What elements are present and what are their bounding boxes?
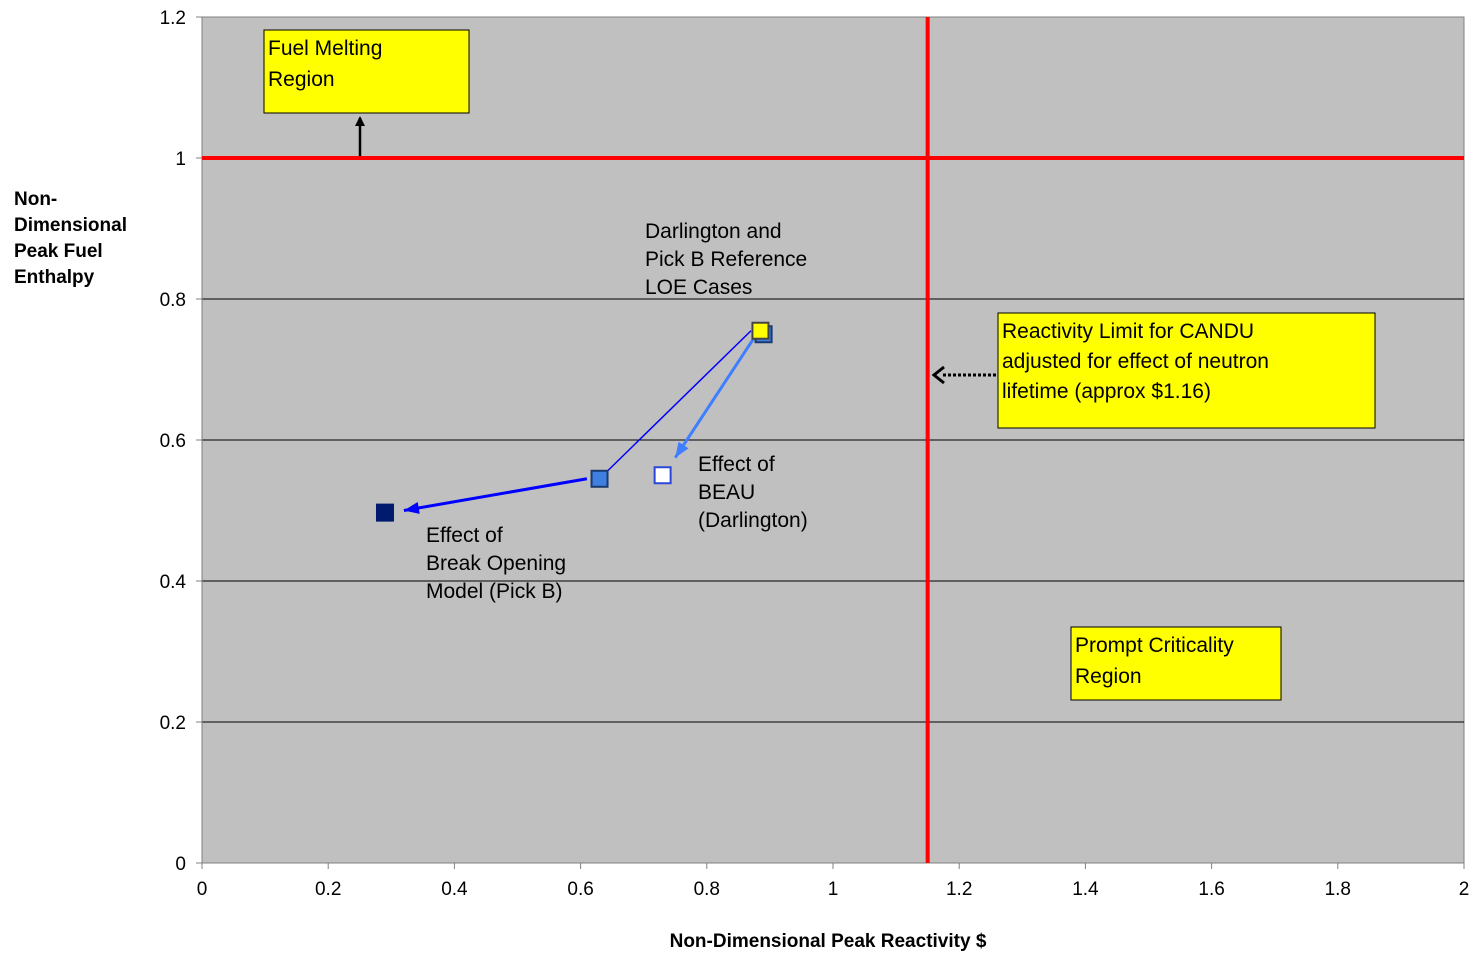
y-tick-labels: 0 0.2 0.4 0.6 0.8 1 1.2	[160, 8, 202, 875]
x-tick-label-2: 0.4	[441, 879, 468, 900]
data-point-3	[653, 466, 672, 485]
annotation-line: LOE Cases	[645, 276, 752, 299]
data-points	[375, 321, 773, 522]
data-point-2	[590, 469, 609, 488]
y-tick-label-5: 1	[175, 149, 186, 170]
annotation-reference-cases: Darlington and Pick B Reference LOE Cases	[645, 220, 807, 299]
y-tick-label-4: 0.8	[160, 290, 186, 311]
annotation-text-beau: Effect of BEAU (Darlington)	[698, 453, 808, 532]
x-tick-label-8: 1.6	[1198, 879, 1224, 900]
annotation-reactivity-limit: Reactivity Limit for CANDU adjusted for e…	[997, 312, 1376, 429]
effect-arrows	[403, 330, 756, 514]
effect-arrow-0	[599, 330, 752, 480]
annotation-box-prompt-criticality	[1070, 626, 1282, 701]
annotation-text-break-opening: Effect of Break Opening Model (Pick B)	[426, 524, 566, 603]
x-tick-label-10: 2	[1459, 879, 1470, 900]
effect-arrow-2	[673, 336, 756, 459]
y-tick-label-3: 0.6	[160, 431, 186, 452]
y-axis-title-line-1: Dimensional	[14, 215, 127, 236]
annotation-text-prompt-criticality: Prompt Criticality Region	[1075, 634, 1234, 688]
annotation-line: Effect of	[698, 453, 775, 476]
x-tick-label-6: 1.2	[946, 879, 972, 900]
annotation-line: BEAU	[698, 481, 755, 504]
effect-arrow-shaft-0	[599, 330, 752, 480]
reactivity-limit-pointer-arrow	[931, 365, 996, 385]
effect-arrow-shaft-2	[673, 336, 756, 459]
effect-arrow-head-1	[403, 502, 420, 514]
annotation-line: (Darlington)	[698, 509, 808, 532]
x-axis-title: Non-Dimensional Peak Reactivity $	[670, 931, 987, 952]
annotation-line: Effect of	[426, 524, 503, 547]
y-axis-title: Non- Dimensional Peak Fuel Enthalpy	[14, 189, 127, 288]
annotation-prompt-criticality: Prompt Criticality Region	[1070, 626, 1282, 701]
x-tick-label-3: 0.6	[567, 879, 593, 900]
x-tick-label-9: 1.8	[1325, 879, 1351, 900]
annotation-line: lifetime (approx $1.16)	[1002, 380, 1211, 403]
annotation-box-fuel-melting	[263, 29, 470, 114]
annotation-fuel-melting: Fuel Melting Region	[263, 29, 470, 114]
annotation-break-opening: Effect of Break Opening Model (Pick B)	[426, 524, 566, 603]
y-tick-label-0: 0	[175, 854, 186, 875]
annotations: Fuel Melting Region Reactivity Limit for C…	[263, 29, 1376, 701]
y-tick-label-2: 0.4	[160, 572, 187, 593]
x-tick-labels: 0 0.2 0.4 0.6 0.8 1 1.2 1.4 1.6 1.8 2	[197, 863, 1470, 900]
annotation-text-reactivity-limit: Reactivity Limit for CANDU adjusted for e…	[1002, 320, 1269, 403]
limit-lines	[202, 17, 1464, 863]
annotation-line: Region	[1075, 665, 1142, 688]
effect-arrow-shaft-1	[403, 477, 588, 512]
annotation-line: Model (Pick B)	[426, 580, 563, 603]
x-tick-label-7: 1.4	[1072, 879, 1099, 900]
x-tick-label-0: 0	[197, 879, 208, 900]
y-axis-title-line-2: Peak Fuel	[14, 241, 103, 262]
x-tick-label-4: 0.8	[694, 879, 720, 900]
annotation-text-fuel-melting: Fuel Melting Region	[268, 37, 382, 91]
y-axis-title-line-3: Enthalpy	[14, 267, 95, 288]
annotation-beau: Effect of BEAU (Darlington)	[698, 453, 808, 532]
annotation-line: Prompt Criticality	[1075, 634, 1234, 657]
effect-arrow-head-2	[675, 441, 689, 458]
annotation-line: adjusted for effect of neutron	[1002, 350, 1269, 373]
annotation-text-reference-cases: Darlington and Pick B Reference LOE Cases	[645, 220, 807, 299]
x-tick-label-5: 1	[828, 879, 839, 900]
y-tick-label-6: 1.2	[160, 8, 186, 29]
annotation-box-reactivity-limit	[997, 312, 1376, 429]
effect-arrow-1	[403, 477, 588, 514]
annotation-line: Region	[268, 68, 335, 91]
y-tick-label-1: 0.2	[160, 713, 186, 734]
annotation-line: Reactivity Limit for CANDU	[1002, 320, 1254, 343]
data-point-4	[375, 503, 394, 522]
annotation-line: Pick B Reference	[645, 248, 807, 271]
y-axis-title-line-0: Non-	[14, 189, 57, 210]
x-tick-label-1: 0.2	[315, 879, 341, 900]
data-point-1	[751, 321, 770, 340]
annotation-line: Darlington and	[645, 220, 782, 243]
annotation-line: Break Opening	[426, 552, 566, 575]
annotation-line: Fuel Melting	[268, 37, 382, 60]
